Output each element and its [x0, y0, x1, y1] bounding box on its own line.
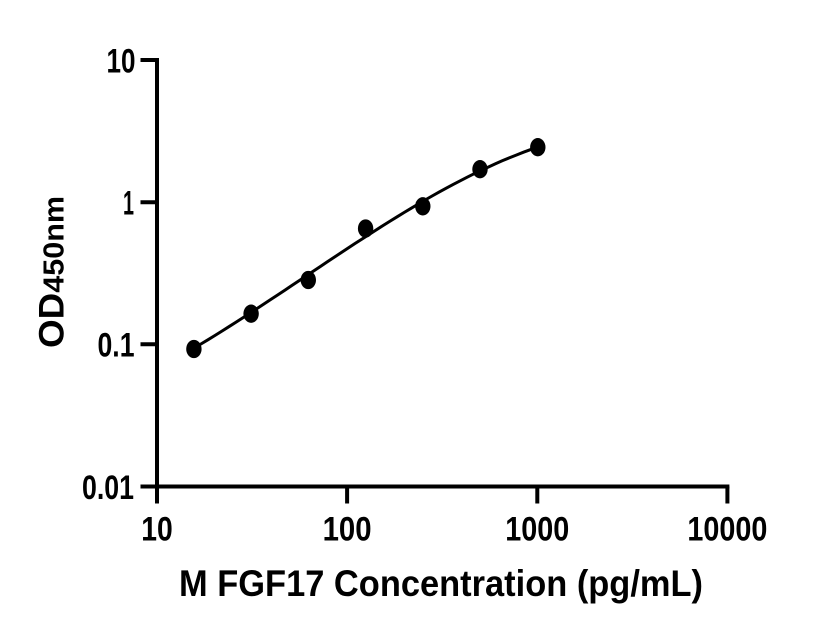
svg-text:100: 100 — [323, 510, 372, 548]
svg-text:OD450nm: OD450nm — [33, 196, 72, 348]
svg-text:10: 10 — [107, 42, 136, 80]
svg-text:0.1: 0.1 — [98, 327, 135, 365]
svg-text:1000: 1000 — [505, 510, 569, 548]
svg-text:10: 10 — [141, 510, 173, 548]
svg-text:1: 1 — [123, 185, 134, 223]
svg-text:10000: 10000 — [687, 510, 767, 548]
svg-text:0.01: 0.01 — [82, 469, 134, 507]
svg-text:M FGF17 Concentration (pg/mL): M FGF17 Concentration (pg/mL) — [179, 563, 703, 604]
